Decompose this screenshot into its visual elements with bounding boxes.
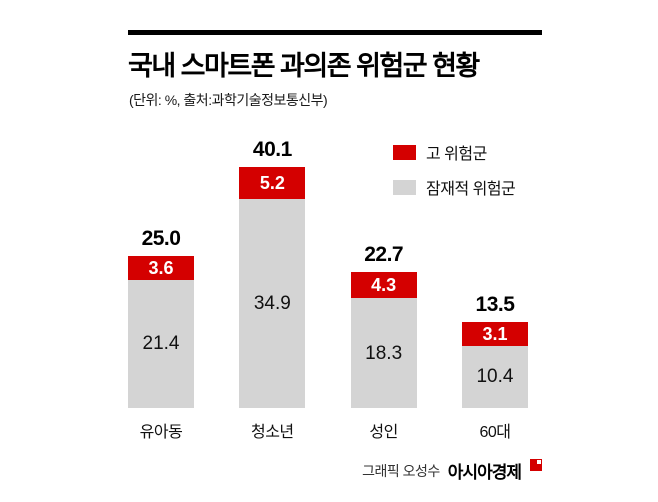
legend-item-potential-risk: 잠재적 위험군 — [393, 175, 516, 199]
legend: 고 위험군 잠재적 위험군 — [393, 140, 516, 199]
bar-column: 13.5 3.1 10.4 60대 — [461, 292, 528, 441]
bar-category-label: 청소년 — [250, 424, 294, 441]
bar-column: 40.1 5.2 34.9 청소년 — [239, 138, 306, 441]
bar-total-label: 13.5 — [475, 292, 515, 316]
bar-total-label: 25.0 — [141, 226, 181, 250]
brand-name: 아시아경제 — [447, 463, 522, 482]
bar-segment-high-risk: 4.3 — [350, 272, 417, 299]
bar-total-label: 40.1 — [252, 138, 292, 162]
legend-label: 잠재적 위험군 — [426, 181, 516, 198]
bar-segment-high-risk: 5.2 — [239, 167, 306, 199]
chart-title: 국내 스마트폰 과의존 위험군 현황 — [128, 51, 480, 81]
bar-category-label: 유아동 — [139, 424, 183, 441]
bar-column: 25.0 3.6 21.4 유아동 — [128, 226, 194, 441]
title-rule — [128, 30, 542, 35]
bar-chart-area: 25.0 3.6 21.4 유아동 40.1 5.2 34.9 청소년 22.7 4.3 18.3 성… — [128, 138, 528, 441]
bar-segment-high-risk: 3.1 — [461, 321, 528, 346]
bar-category-label: 60대 — [479, 424, 511, 441]
legend-swatch-potential-risk — [393, 179, 416, 195]
bar-column: 22.7 4.3 18.3 성인 — [350, 243, 417, 441]
bar-segment-potential-risk: 34.9 — [239, 198, 306, 408]
bar-segment-high-risk: 3.6 — [128, 255, 194, 280]
legend-label: 고 위험군 — [426, 146, 487, 163]
bar-segment-potential-risk: 10.4 — [461, 345, 528, 408]
legend-item-high-risk: 고 위험군 — [393, 140, 515, 164]
chart-subtitle: (단위: %, 출처:과학기술정보통신부) — [129, 92, 328, 108]
bar-segment-potential-risk: 21.4 — [128, 279, 194, 408]
footer: 그래픽 오성수 아시아경제 — [362, 458, 542, 483]
bar-total-label: 22.7 — [364, 243, 404, 267]
graphic-credit: 그래픽 오성수 — [362, 462, 440, 479]
asiae-logo-icon — [530, 459, 542, 471]
bar-category-label: 성인 — [369, 424, 398, 441]
legend-swatch-high-risk — [393, 144, 416, 160]
bar-segment-potential-risk: 18.3 — [350, 298, 417, 408]
